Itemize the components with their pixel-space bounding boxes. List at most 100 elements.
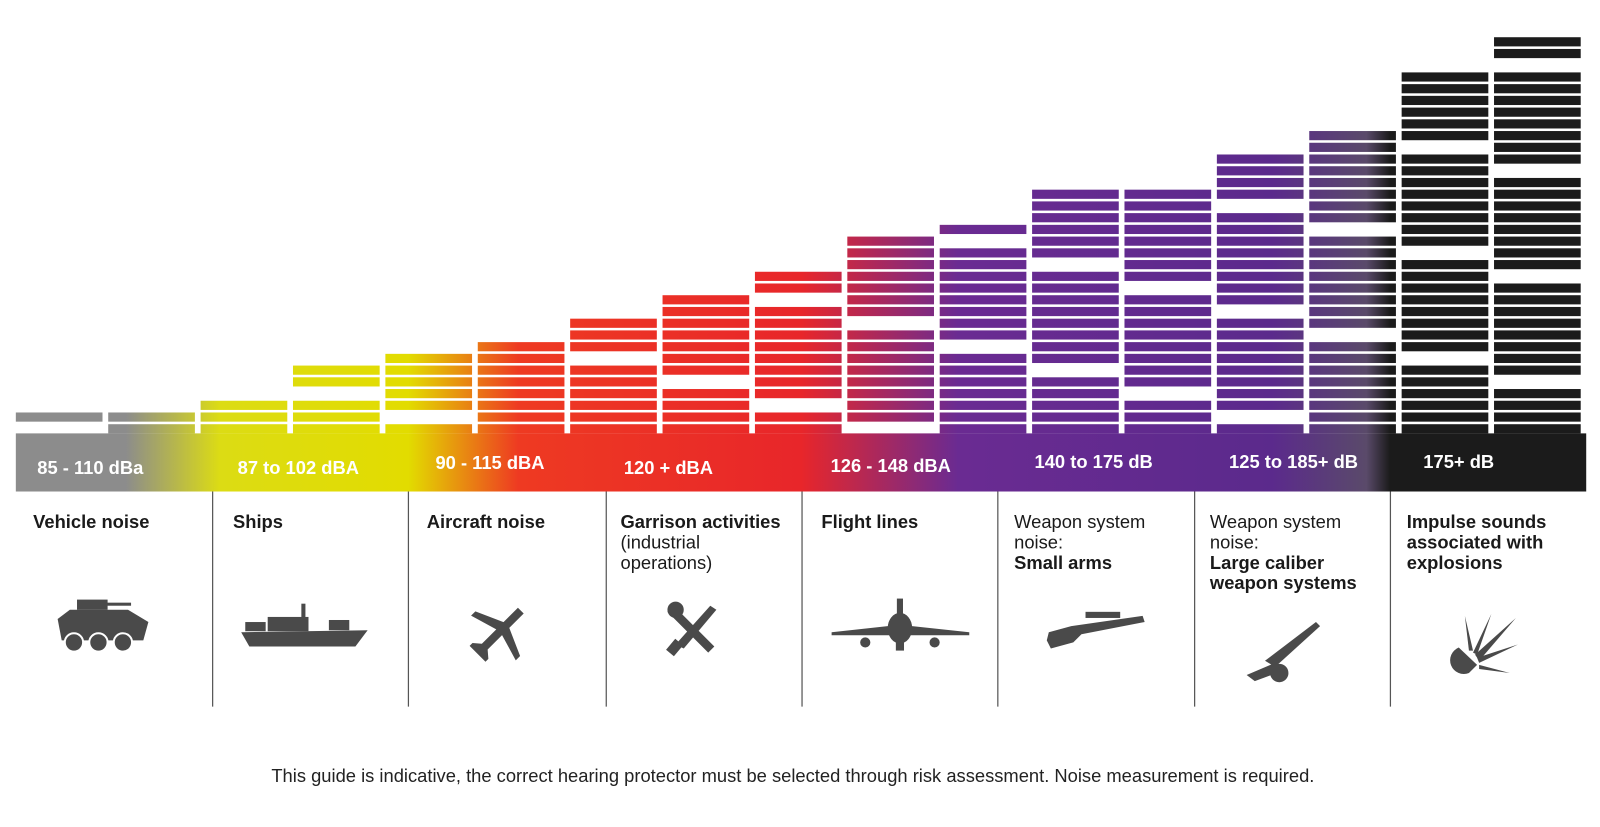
bar-stripe xyxy=(847,400,934,410)
bar-stripe xyxy=(939,306,1027,317)
bar-stripe xyxy=(1124,260,1212,270)
bar-stripe xyxy=(939,283,1027,293)
bar-stripe xyxy=(754,389,842,399)
bar-stripe xyxy=(847,306,934,317)
bar-stripe xyxy=(1494,306,1581,317)
dividers xyxy=(212,491,1392,707)
bar-stripe xyxy=(1401,260,1489,270)
bar-stripe xyxy=(662,389,750,399)
bar-stripe xyxy=(1494,177,1581,188)
bar-stripe xyxy=(570,342,657,352)
bar-stripe xyxy=(477,353,565,364)
bar-stripe xyxy=(662,306,750,317)
bar-stripe xyxy=(847,412,934,422)
bar-stripe xyxy=(939,330,1027,340)
bar-stripe xyxy=(939,260,1027,270)
bar-stripe xyxy=(1032,236,1119,246)
bar-stripe xyxy=(1124,189,1212,199)
bar-stripe xyxy=(15,412,103,422)
bar-stripe xyxy=(1494,330,1581,340)
bar-stripe xyxy=(1032,295,1119,305)
bar-stripe xyxy=(570,377,657,387)
bar-stripe xyxy=(1124,306,1212,317)
bar-stripe xyxy=(385,400,473,410)
bar-stripe xyxy=(1124,236,1212,246)
bar-stripe xyxy=(1216,177,1304,188)
bar-stripe xyxy=(570,412,657,422)
bar-stripe xyxy=(1401,131,1489,141)
bar-stripe xyxy=(1216,154,1304,164)
bar-stripe xyxy=(1309,342,1396,352)
bar-stripe xyxy=(847,271,934,281)
bar-stripe xyxy=(1494,400,1581,410)
bar-stripe xyxy=(1494,107,1581,117)
bar-stripe xyxy=(570,389,657,399)
explosion-icon xyxy=(1450,613,1518,675)
bar-stripe xyxy=(1494,224,1581,235)
bar-stripe xyxy=(1401,213,1489,223)
bar-stripe xyxy=(1032,283,1119,293)
bar-stripe xyxy=(477,412,565,422)
bar-stripe xyxy=(1494,260,1581,270)
bar-stripe xyxy=(754,330,842,340)
bar-stripe xyxy=(754,377,842,387)
bar-stripe xyxy=(1032,424,1119,434)
bar-stripe xyxy=(1216,271,1304,281)
column-text: Large caliber xyxy=(1210,552,1324,573)
bar-stripe xyxy=(292,365,380,375)
bar-stripe xyxy=(1494,236,1581,246)
bar-stripe xyxy=(939,271,1027,281)
bar-stripe xyxy=(847,389,934,399)
bar-stripe xyxy=(1124,248,1212,258)
bar-stripe xyxy=(1401,424,1489,434)
bar-stripe xyxy=(385,377,473,387)
bar-stripe xyxy=(1309,306,1396,317)
bar-stripe xyxy=(1124,377,1212,387)
footer-note: This guide is indicative, the correct he… xyxy=(271,765,1314,786)
bar-stripe xyxy=(292,412,380,422)
bar-stripe xyxy=(662,400,750,410)
bar-stripe xyxy=(1401,295,1489,305)
bar-stripe xyxy=(1124,424,1212,434)
bar-stripe xyxy=(1494,353,1581,364)
bar-stripe xyxy=(1309,189,1396,199)
bar-stripe xyxy=(385,389,473,399)
bar-stripe xyxy=(1401,72,1489,82)
bar-stripe xyxy=(1494,424,1581,434)
bar-stripe xyxy=(1494,142,1581,152)
bar-stripe xyxy=(1216,283,1304,293)
plane-icon xyxy=(469,607,524,662)
artillery-icon xyxy=(1246,622,1321,683)
bar-stripe xyxy=(570,400,657,410)
column-text: Weapon system xyxy=(1210,511,1341,532)
bar-stripe xyxy=(1401,318,1489,328)
bar-stripe xyxy=(1032,377,1119,387)
bar-stripe xyxy=(1494,189,1581,199)
column-text: weapon systems xyxy=(1209,572,1357,593)
bar-stripe xyxy=(200,412,288,422)
range-label: 87 to 102 dBA xyxy=(238,457,359,478)
column-text: Garrison activities xyxy=(621,511,781,532)
bar-stripe xyxy=(939,377,1027,387)
bar-stripe xyxy=(847,283,934,293)
bar-stripe xyxy=(477,365,565,375)
bar-stripe xyxy=(1032,224,1119,235)
bar-stripe xyxy=(1216,330,1304,340)
bar-stripe xyxy=(1401,119,1489,129)
range-label: 85 - 110 dBa xyxy=(37,457,144,478)
bar-stripe xyxy=(1309,271,1396,281)
bar-stripe xyxy=(1309,353,1396,364)
bar-stripe xyxy=(939,412,1027,422)
bar-stripe xyxy=(1494,295,1581,305)
bar-stripe xyxy=(1032,389,1119,399)
bar-stripe xyxy=(1216,318,1304,328)
bar-stripe xyxy=(1216,353,1304,364)
bar-stripe xyxy=(477,377,565,387)
bar-stripe xyxy=(1216,189,1304,199)
airliner-icon xyxy=(831,598,970,651)
bar-stripe xyxy=(1124,412,1212,422)
bar-stripe xyxy=(1032,353,1119,364)
bar-stripe xyxy=(1032,248,1119,258)
range-band xyxy=(15,433,1587,492)
